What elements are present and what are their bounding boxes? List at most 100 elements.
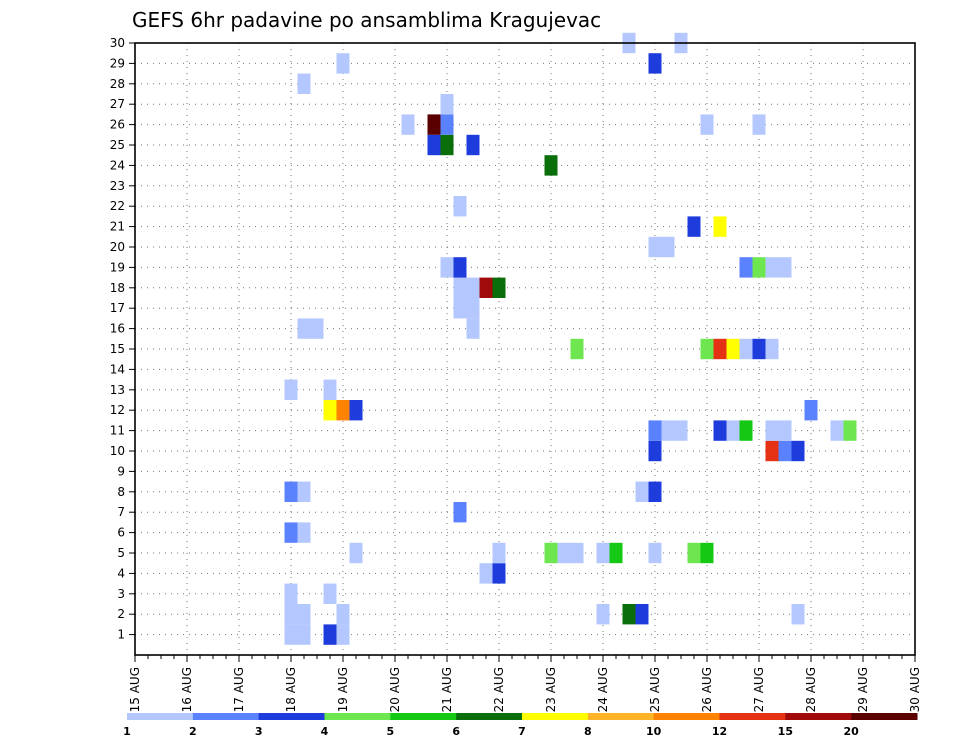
precip-cell bbox=[700, 114, 714, 135]
precip-cell bbox=[570, 338, 584, 360]
precip-cell bbox=[648, 53, 662, 74]
y-tick-label: 2 bbox=[117, 607, 125, 621]
precip-cell bbox=[713, 216, 727, 237]
y-axis: 1234567891011121314151617181920212223242… bbox=[110, 36, 135, 642]
precip-cell bbox=[336, 53, 350, 74]
precip-cell bbox=[453, 257, 467, 278]
precip-cell bbox=[466, 318, 480, 339]
precip-cell bbox=[284, 624, 298, 645]
precip-cell bbox=[284, 604, 298, 625]
precip-cell bbox=[323, 583, 337, 604]
colorbar-label: 6 bbox=[452, 725, 460, 738]
precip-cell bbox=[791, 604, 805, 625]
y-tick-label: 6 bbox=[117, 526, 125, 540]
y-tick-label: 9 bbox=[117, 464, 125, 478]
colorbar-swatch bbox=[653, 713, 720, 720]
precip-cell bbox=[297, 604, 311, 625]
colorbar-swatch bbox=[522, 713, 589, 720]
precip-cell bbox=[479, 563, 493, 584]
colorbar-swatch bbox=[456, 713, 523, 720]
y-tick-label: 10 bbox=[110, 444, 125, 458]
precip-cell bbox=[492, 542, 506, 564]
precip-cell bbox=[713, 338, 727, 360]
x-tick-label: 27 AUG bbox=[752, 667, 766, 712]
x-tick-label: 17 AUG bbox=[232, 667, 246, 712]
colorbar-label: 15 bbox=[778, 725, 793, 738]
precip-cell bbox=[648, 420, 662, 441]
precip-cell bbox=[765, 338, 779, 360]
precip-cell bbox=[609, 542, 623, 564]
y-tick-label: 8 bbox=[117, 485, 125, 499]
precip-cell bbox=[349, 542, 363, 564]
colorbar-swatch bbox=[258, 713, 325, 720]
precip-cell bbox=[700, 338, 714, 360]
x-tick-label: 22 AUG bbox=[492, 667, 506, 712]
precip-cell bbox=[778, 440, 792, 462]
precip-cell bbox=[427, 114, 441, 135]
precip-cell bbox=[635, 604, 649, 625]
precip-cell bbox=[739, 420, 753, 441]
x-tick-label: 19 AUG bbox=[336, 667, 350, 712]
precip-cell bbox=[453, 196, 467, 217]
precip-cell bbox=[323, 400, 337, 421]
precip-cell bbox=[466, 134, 480, 156]
x-tick-label: 20 AUG bbox=[388, 667, 402, 712]
x-tick-label: 28 AUG bbox=[804, 667, 818, 712]
precip-cell bbox=[284, 522, 298, 543]
y-tick-label: 4 bbox=[117, 566, 125, 580]
x-tick-label: 30 AUG bbox=[908, 667, 922, 712]
x-tick-label: 21 AUG bbox=[440, 667, 454, 712]
precip-cell bbox=[635, 481, 649, 502]
precip-cell bbox=[479, 277, 493, 298]
precip-cell bbox=[622, 604, 636, 625]
precip-cell bbox=[453, 298, 467, 319]
y-tick-label: 30 bbox=[110, 36, 125, 50]
precip-cell bbox=[492, 277, 506, 298]
precip-cell bbox=[648, 440, 662, 462]
colorbar-swatch bbox=[324, 713, 391, 720]
precip-cell bbox=[700, 542, 714, 564]
colorbar: 1 2 3 4 5 6 7 8 10 12 15 20 bbox=[123, 713, 918, 738]
precip-cell bbox=[843, 420, 857, 441]
precip-cell bbox=[778, 420, 792, 441]
colorbar-swatch bbox=[719, 713, 786, 720]
precip-cell bbox=[648, 236, 662, 258]
precip-cell bbox=[336, 604, 350, 625]
precip-cell bbox=[544, 155, 558, 176]
x-tick-label: 16 AUG bbox=[180, 667, 194, 712]
x-tick-label: 18 AUG bbox=[284, 667, 298, 712]
colorbar-label: 10 bbox=[646, 725, 662, 738]
grid-lines bbox=[135, 42, 915, 655]
colorbar-label: 4 bbox=[321, 725, 329, 738]
precip-cell bbox=[726, 338, 740, 360]
y-tick-label: 27 bbox=[110, 97, 125, 111]
colorbar-label: 2 bbox=[189, 725, 197, 738]
precip-cell bbox=[596, 604, 610, 625]
y-tick-label: 29 bbox=[110, 56, 125, 70]
precip-cell bbox=[440, 134, 454, 156]
precip-cell bbox=[661, 420, 675, 441]
precip-cell bbox=[661, 236, 675, 258]
precip-cell bbox=[791, 440, 805, 462]
precip-cell bbox=[765, 257, 779, 278]
precip-cell bbox=[804, 400, 818, 421]
y-tick-label: 5 bbox=[117, 546, 125, 560]
precip-cell bbox=[713, 420, 727, 441]
x-axis: 15 AUG 16 AUG 17 AUG 18 AUG 19 AUG 20 AUG 21 A… bbox=[128, 655, 922, 712]
precip-cell bbox=[401, 114, 415, 135]
y-tick-label: 23 bbox=[110, 179, 125, 193]
y-tick-label: 20 bbox=[110, 240, 125, 254]
precip-cell bbox=[349, 400, 363, 421]
colorbar-label: 5 bbox=[387, 725, 395, 738]
precip-cell bbox=[297, 522, 311, 543]
colorbar-swatch bbox=[127, 713, 194, 720]
precip-cell bbox=[739, 257, 753, 278]
y-tick-label: 12 bbox=[110, 403, 125, 417]
precip-cell bbox=[752, 257, 766, 278]
y-tick-label: 16 bbox=[110, 322, 125, 336]
colorbar-swatch bbox=[390, 713, 457, 720]
y-tick-label: 24 bbox=[110, 158, 125, 172]
y-tick-label: 14 bbox=[110, 362, 125, 376]
precip-cell bbox=[752, 338, 766, 360]
y-tick-label: 21 bbox=[110, 220, 125, 234]
